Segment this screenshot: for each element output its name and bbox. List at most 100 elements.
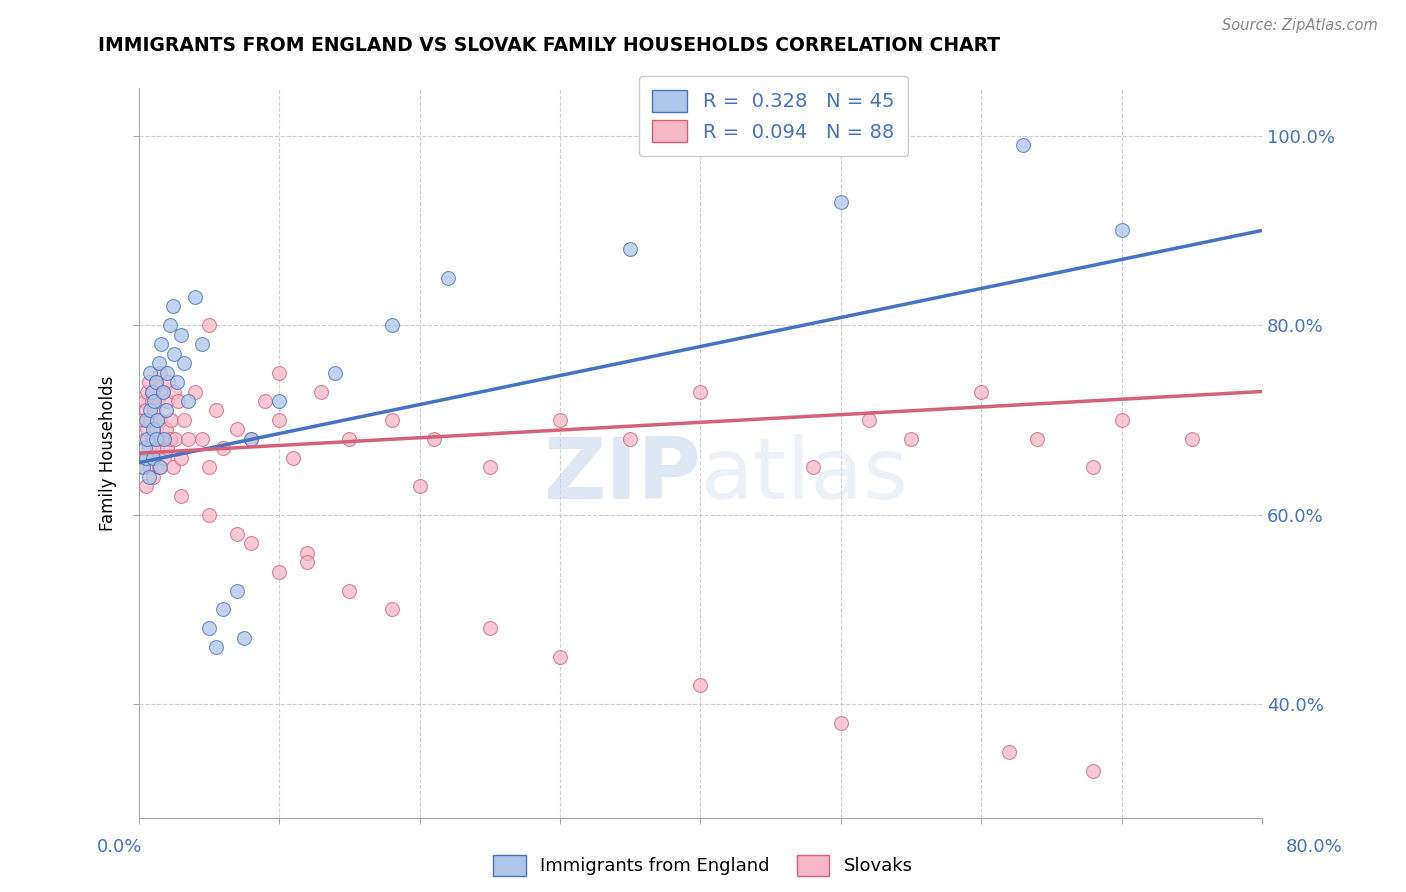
Point [478,622,501,636]
Point [150,432,173,446]
Point [173,356,195,370]
Point [139,460,162,475]
Point [240,432,263,446]
Text: ZIP: ZIP [543,434,700,516]
Point [142,384,165,399]
Point [149,460,172,475]
Point [134,394,156,409]
Point [135,403,157,417]
Legend: Immigrants from England, Slovaks: Immigrants from England, Slovaks [486,847,920,883]
Point [135,413,157,427]
Point [142,470,165,484]
Point [141,432,163,446]
Point [269,366,291,380]
Point [148,356,170,370]
Point [138,470,160,484]
Point [226,583,249,598]
Point [150,337,173,351]
Point [139,403,162,417]
Point [143,450,166,465]
Point [311,384,333,399]
Text: IMMIGRANTS FROM ENGLAND VS SLOVAK FAMILY HOUSEHOLDS CORRELATION CHART: IMMIGRANTS FROM ENGLAND VS SLOVAK FAMILY… [98,36,1001,54]
Point [138,375,160,389]
Point [408,479,430,493]
Point [269,394,291,409]
Point [146,394,169,409]
Point [478,460,501,475]
Point [134,442,156,456]
Point [149,366,172,380]
Point [170,327,193,342]
Point [1111,223,1133,237]
Point [163,384,186,399]
Point [177,394,200,409]
Point [166,375,188,389]
Point [380,318,402,333]
Point [619,432,641,446]
Point [160,413,183,427]
Point [142,450,165,465]
Point [132,460,155,475]
Point [139,366,162,380]
Point [283,450,305,465]
Point [339,432,361,446]
Point [146,442,169,456]
Point [155,422,177,436]
Point [801,460,824,475]
Point [153,432,176,446]
Point [1012,138,1035,153]
Point [191,432,214,446]
Point [548,413,571,427]
Point [998,745,1021,759]
Point [269,413,291,427]
Point [858,413,880,427]
Point [240,432,263,446]
Point [198,460,221,475]
Point [436,270,458,285]
Point [212,442,235,456]
Point [205,403,228,417]
Point [198,318,221,333]
Point [162,299,184,313]
Point [146,413,169,427]
Point [136,422,159,436]
Point [548,649,571,664]
Point [830,194,852,209]
Point [619,243,641,257]
Point [198,508,221,522]
Point [156,442,179,456]
Point [135,479,157,493]
Point [136,384,159,399]
Point [141,384,163,399]
Text: atlas: atlas [700,434,908,516]
Legend: R =  0.328   N = 45, R =  0.094   N = 88: R = 0.328 N = 45, R = 0.094 N = 88 [638,76,908,156]
Point [689,384,711,399]
Point [145,432,167,446]
Point [148,460,170,475]
Point [380,413,402,427]
Point [149,413,172,427]
Point [131,450,153,465]
Y-axis label: Family Households: Family Households [100,376,117,531]
Point [339,583,361,598]
Point [226,526,249,541]
Point [184,290,207,304]
Point [141,394,163,409]
Point [1083,764,1105,778]
Point [184,384,207,399]
Point [233,631,256,645]
Point [297,555,319,569]
Point [152,384,174,399]
Point [1181,432,1204,446]
Point [167,394,190,409]
Point [145,375,167,389]
Point [156,366,179,380]
Point [380,602,402,616]
Point [900,432,922,446]
Point [170,489,193,503]
Point [159,318,181,333]
Point [226,422,249,436]
Point [162,460,184,475]
Point [142,422,165,436]
Point [830,716,852,731]
